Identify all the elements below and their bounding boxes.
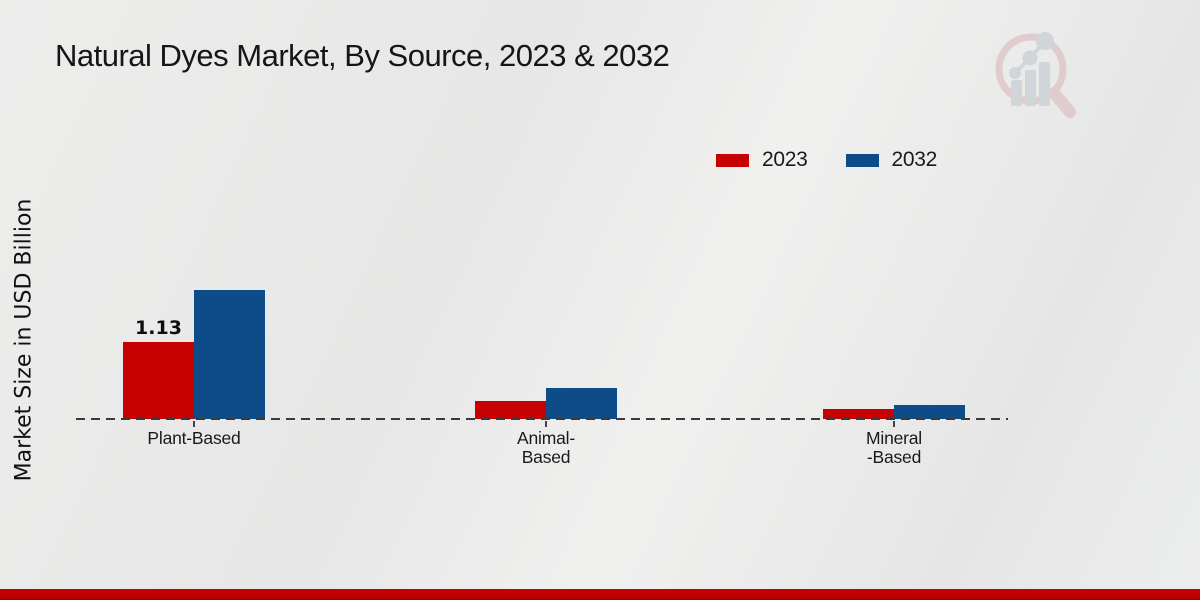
legend-item-2023[interactable]: 2023 [716,148,808,172]
magnifier-bar-chart-logo-icon [995,32,1076,118]
x-axis-tick [545,421,547,427]
bar-value-label: 1.13 [135,317,182,339]
legend: 2023 2032 [716,148,937,172]
bar-2023-group0 [123,342,194,419]
category-label-2: Mineral -Based [866,428,922,467]
chart-title: Natural Dyes Market, By Source, 2023 & 2… [55,38,670,73]
legend-swatch-icon [716,153,749,167]
x-axis-tick [893,421,895,427]
legend-swatch-icon [845,153,879,167]
category-label-1: Animal- Based [517,428,575,467]
bar-2023-group2 [823,409,894,419]
legend-label: 2032 [891,148,938,171]
x-axis-dashed-line [76,418,1008,420]
category-label-0: Plant-Based [147,428,241,448]
legend-item-2032[interactable]: 2032 [845,148,938,172]
x-axis-tick [193,421,195,427]
footer-accent-bar [0,589,1200,600]
legend-label: 2023 [762,148,808,171]
bar-2032-group0 [194,290,265,419]
bar-2032-group1 [546,388,617,419]
bar-2032-group2 [894,405,965,419]
bar-2023-group1 [475,401,546,419]
